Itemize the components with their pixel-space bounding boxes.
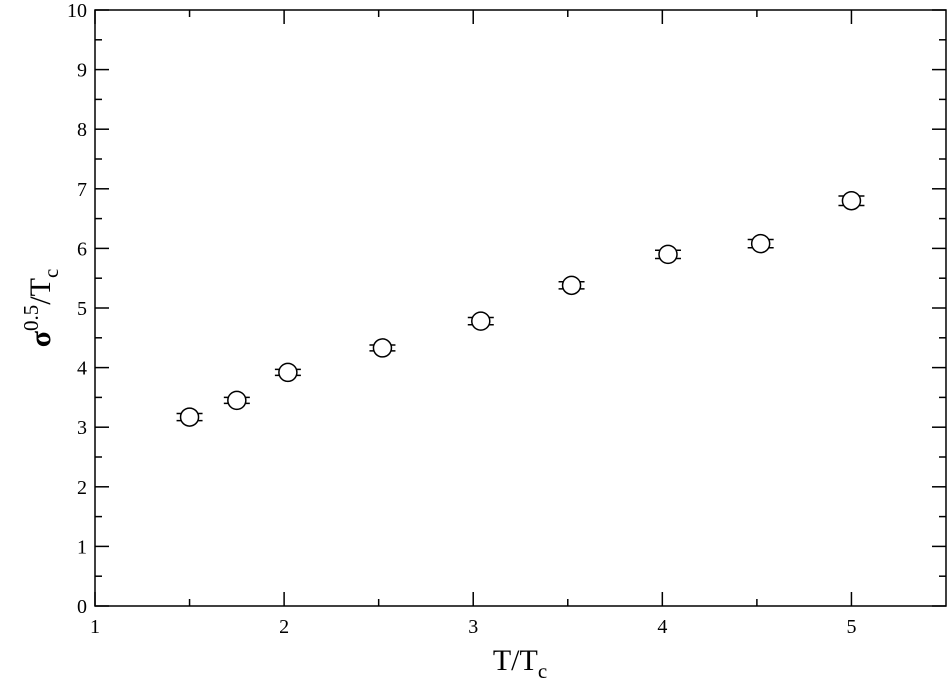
y-tick-label: 2: [77, 477, 87, 499]
y-tick-label: 1: [77, 536, 87, 558]
x-label-main: T/T: [493, 644, 538, 677]
y-tick-label: 7: [77, 179, 87, 201]
y-tick-label: 4: [77, 358, 87, 380]
y-tick-label: 5: [77, 298, 87, 320]
x-tick-label: 2: [279, 616, 289, 638]
x-axis-label: T/Tc: [493, 644, 547, 681]
y-tick-label: 3: [77, 417, 87, 439]
y-tick-label: 6: [77, 238, 87, 260]
y-label-sub: c: [39, 269, 63, 278]
plot-frame: [94, 9, 947, 607]
x-tick-label: 4: [657, 616, 667, 638]
point: [278, 362, 298, 383]
point: [227, 390, 247, 411]
x-tick-label: 5: [846, 616, 856, 638]
y-tick-label: 9: [77, 60, 87, 82]
point: [561, 275, 582, 296]
point: [179, 407, 200, 427]
point: [658, 244, 678, 265]
point: [750, 233, 771, 254]
y-tick-label: 8: [77, 119, 87, 141]
point: [372, 338, 393, 358]
point: [471, 311, 491, 331]
y-label-main: σ: [24, 330, 57, 347]
y-label-mid: /T: [24, 278, 57, 305]
x-tick-label: 3: [468, 616, 478, 638]
y-label-sup: 0.5: [19, 305, 43, 331]
x-tick-label: 1: [90, 616, 100, 638]
y-axis-label: σ0.5/Tc: [19, 269, 63, 348]
x-label-sub: c: [538, 659, 547, 681]
y-tick-label: 10: [67, 0, 87, 22]
point: [841, 190, 862, 211]
y-tick-label: 0: [77, 596, 87, 618]
